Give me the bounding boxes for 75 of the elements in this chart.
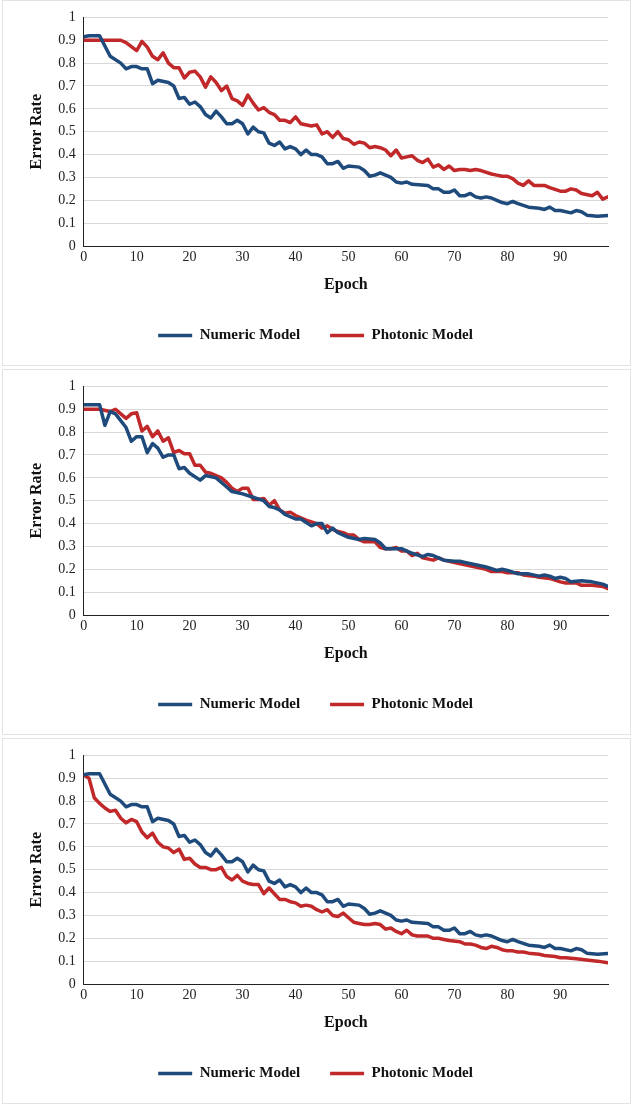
y-tick-label: 0.2 bbox=[58, 191, 76, 207]
x-tick-label: 70 bbox=[447, 249, 462, 265]
x-axis-title: Epoch bbox=[324, 643, 368, 662]
x-tick-label: 30 bbox=[235, 618, 250, 634]
y-tick-label: 0 bbox=[68, 606, 76, 622]
x-tick-label: 20 bbox=[182, 249, 197, 265]
y-tick-label: 0.1 bbox=[58, 214, 76, 230]
y-tick-label: 0.4 bbox=[58, 515, 76, 531]
y-axis-title: Error Rate bbox=[26, 463, 44, 539]
legend-label: Photonic Model bbox=[371, 1064, 473, 1081]
x-tick-label: 70 bbox=[447, 618, 462, 634]
x-tick-label: 40 bbox=[288, 987, 303, 1003]
x-axis-title: Epoch bbox=[324, 274, 368, 293]
x-tick-label: 90 bbox=[553, 987, 568, 1003]
y-tick-label: 0 bbox=[68, 975, 76, 991]
x-tick-label: 70 bbox=[447, 987, 462, 1003]
y-tick-label: 0 bbox=[68, 237, 76, 253]
x-tick-label: 40 bbox=[288, 618, 303, 634]
x-tick-label: 10 bbox=[129, 249, 144, 265]
y-tick-label: 0.8 bbox=[58, 792, 76, 808]
y-tick-label: 0.7 bbox=[58, 815, 76, 831]
x-tick-label: 20 bbox=[182, 987, 197, 1003]
x-tick-label: 0 bbox=[80, 249, 88, 265]
x-tick-label: 30 bbox=[235, 249, 250, 265]
y-tick-label: 0.3 bbox=[58, 538, 76, 554]
y-tick-label: 0.6 bbox=[58, 838, 76, 854]
x-tick-label: 90 bbox=[553, 249, 568, 265]
x-tick-label: 50 bbox=[341, 249, 356, 265]
x-tick-label: 0 bbox=[80, 618, 88, 634]
x-tick-label: 60 bbox=[394, 618, 409, 634]
y-tick-label: 0.7 bbox=[58, 446, 76, 462]
y-tick-label: 1 bbox=[68, 378, 76, 394]
y-tick-label: 0.8 bbox=[58, 54, 76, 70]
legend-label: Numeric Model bbox=[199, 326, 301, 343]
y-tick-label: 0.3 bbox=[58, 907, 76, 923]
y-tick-label: 0.9 bbox=[58, 31, 76, 47]
x-tick-label: 90 bbox=[553, 618, 568, 634]
x-tick-label: 60 bbox=[394, 249, 409, 265]
x-tick-label: 30 bbox=[235, 987, 250, 1003]
y-axis-title: Error Rate bbox=[26, 832, 44, 908]
y-tick-label: 0.5 bbox=[58, 861, 76, 877]
x-tick-label: 80 bbox=[500, 987, 515, 1003]
x-tick-label: 0 bbox=[80, 987, 88, 1003]
y-axis-title: Error Rate bbox=[26, 94, 44, 170]
y-tick-label: 0.5 bbox=[58, 492, 76, 508]
y-tick-label: 0.1 bbox=[58, 583, 76, 599]
x-tick-label: 40 bbox=[288, 249, 303, 265]
legend-label: Photonic Model bbox=[371, 695, 473, 712]
y-tick-label: 0.2 bbox=[58, 560, 76, 576]
legend-label: Numeric Model bbox=[199, 695, 301, 712]
y-tick-label: 0.2 bbox=[58, 929, 76, 945]
y-tick-label: 0.6 bbox=[58, 100, 76, 116]
legend-label: Numeric Model bbox=[199, 1064, 301, 1081]
y-tick-label: 0.1 bbox=[58, 952, 76, 968]
y-tick-label: 0.4 bbox=[58, 884, 76, 900]
y-tick-label: 0.3 bbox=[58, 169, 76, 185]
y-tick-label: 0.5 bbox=[58, 123, 76, 139]
y-tick-label: 0.9 bbox=[58, 400, 76, 416]
x-tick-label: 80 bbox=[500, 618, 515, 634]
x-tick-label: 20 bbox=[182, 618, 197, 634]
y-tick-label: 0.4 bbox=[58, 146, 76, 162]
x-tick-label: 60 bbox=[394, 987, 409, 1003]
x-tick-label: 10 bbox=[129, 618, 144, 634]
y-tick-label: 0.8 bbox=[58, 423, 76, 439]
y-tick-label: 1 bbox=[68, 9, 76, 25]
x-tick-label: 80 bbox=[500, 249, 515, 265]
x-axis-title: Epoch bbox=[324, 1012, 368, 1031]
y-tick-label: 0.6 bbox=[58, 469, 76, 485]
x-tick-label: 50 bbox=[341, 987, 356, 1003]
x-tick-label: 10 bbox=[129, 987, 144, 1003]
y-tick-label: 1 bbox=[68, 747, 76, 763]
x-tick-label: 50 bbox=[341, 618, 356, 634]
y-tick-label: 0.9 bbox=[58, 769, 76, 785]
y-tick-label: 0.7 bbox=[58, 77, 76, 93]
legend-label: Photonic Model bbox=[371, 326, 473, 343]
